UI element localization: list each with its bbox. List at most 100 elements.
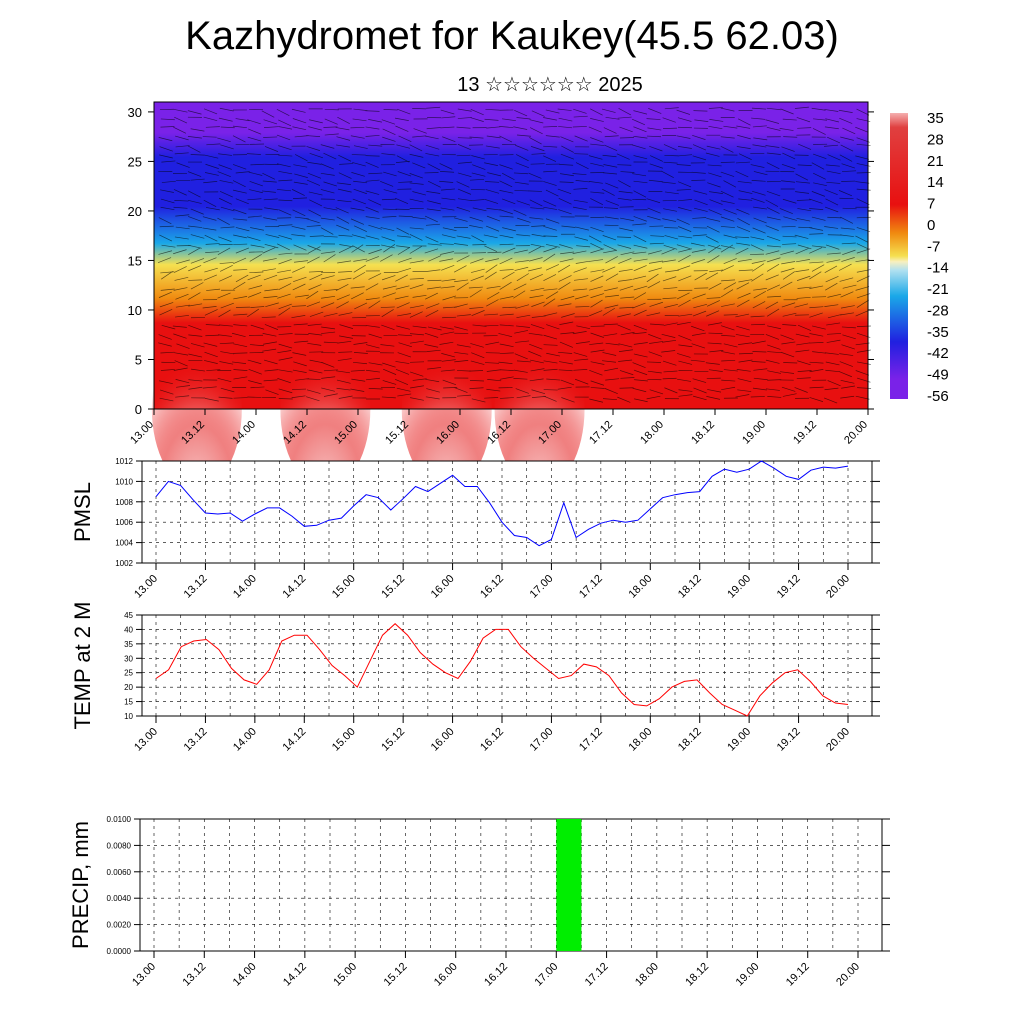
cs-xtick-label: 20.00 [842, 419, 870, 447]
colorbar-label: -14 [927, 260, 949, 277]
precip-ytick-label: 0.0020 [107, 921, 132, 930]
pmsl-ytick-label: 1002 [115, 559, 133, 568]
pmsl-xtick-label: 18.12 [676, 573, 704, 601]
temp-xtick-label: 16.12 [478, 726, 506, 754]
precip-xtick-label: 19.00 [734, 961, 762, 989]
pmsl-xtick-label: 16.12 [478, 573, 506, 601]
cs-ytick-label: 10 [128, 303, 142, 318]
colorbar-label: 0 [927, 217, 935, 234]
pmsl-frame [141, 460, 873, 564]
cs-ytick-label: 20 [128, 204, 142, 219]
colorbar-label: 28 [927, 131, 944, 148]
precip-xtick-label: 18.00 [633, 961, 661, 989]
precip-ytick-label: 0.0000 [107, 947, 132, 956]
temp-ytick-label: 30 [124, 654, 133, 663]
temp-xtick-label: 19.12 [775, 726, 803, 754]
pmsl-xtick-label: 19.12 [775, 573, 803, 601]
temp-xtick-label: 14.00 [231, 726, 259, 754]
temp-xtick-label: 13.00 [132, 726, 160, 754]
page-title: Kazhydromet for Kaukey(45.5 62.03) [185, 14, 839, 58]
cs-xtick-label: 17.12 [587, 419, 615, 447]
colorbar-label: -35 [927, 324, 949, 341]
cs-ytick-label: 15 [128, 253, 142, 268]
temp-ytick-label: 15 [124, 698, 133, 707]
temp-xtick-label: 18.12 [676, 726, 704, 754]
pmsl-ytick-label: 1008 [115, 498, 133, 507]
temp-ytick-label: 25 [124, 669, 133, 678]
precip-ylabel: PRECIP, mm [68, 821, 93, 949]
precip-xtick-label: 14.12 [281, 961, 309, 989]
precip-xtick-label: 15.00 [331, 961, 359, 989]
precip-xtick-label: 17.00 [532, 961, 560, 989]
precip-xtick-label: 20.00 [834, 961, 862, 989]
pmsl-series-line [155, 460, 849, 547]
colorbar-label: -28 [927, 302, 949, 319]
precip-xtick-label: 16.00 [432, 961, 460, 989]
pmsl-ytick-label: 1010 [115, 477, 133, 486]
cs-xtick-label: 18.12 [689, 419, 717, 447]
pmsl-xtick-label: 13.00 [132, 573, 160, 601]
pmsl-xtick-label: 17.12 [577, 573, 605, 601]
pmsl-ytick-label: 1004 [115, 539, 133, 548]
cs-ytick-label: 5 [135, 352, 142, 367]
precip-grid [140, 818, 882, 952]
colorbar [890, 113, 908, 399]
pmsl-grid [142, 460, 872, 564]
colorbar-label: 7 [927, 196, 935, 213]
temp-ytick-label: 20 [124, 683, 133, 692]
page-subtitle: 13 ☆☆☆☆☆☆ 2025 [457, 74, 643, 96]
cs-ytick-label: 0 [135, 402, 142, 417]
cs-xtick-label: 18.00 [638, 419, 666, 447]
precip-xtick-label: 17.12 [583, 961, 611, 989]
pmsl-xtick-label: 19.00 [725, 573, 753, 601]
colorbar-label: -42 [927, 345, 949, 362]
colorbar-label: -21 [927, 281, 949, 298]
temp-xtick-label: 13.12 [182, 726, 210, 754]
pmsl-xtick-label: 15.00 [330, 573, 358, 601]
precip-xtick-label: 19.12 [784, 961, 812, 989]
temp-frame [141, 614, 873, 717]
pmsl-ytick-label: 1006 [115, 518, 133, 527]
cs-xtick-label: 19.00 [740, 419, 768, 447]
temp-series-line [155, 623, 849, 717]
colorbar-label: -56 [927, 388, 949, 405]
temp-ytick-label: 10 [124, 712, 133, 721]
precip-xtick-label: 15.12 [382, 961, 410, 989]
temp-xtick-label: 16.00 [429, 726, 457, 754]
temp-xtick-label: 20.00 [824, 726, 852, 754]
precip-ytick-label: 0.0100 [107, 815, 132, 824]
precip-xtick-label: 13.12 [180, 961, 208, 989]
temp-ylabel: TEMP at 2 M [70, 602, 95, 730]
precip-bar [556, 819, 582, 951]
temp-ytick-label: 45 [124, 611, 133, 620]
temp-xtick-label: 18.00 [626, 726, 654, 754]
precip-xtick-label: 18.12 [683, 961, 711, 989]
pmsl-xtick-label: 13.12 [182, 573, 210, 601]
pmsl-xtick-label: 20.00 [824, 573, 852, 601]
cs-ytick-label: 30 [128, 105, 142, 120]
temp-ytick-label: 35 [124, 640, 133, 649]
pmsl-xtick-label: 16.00 [429, 573, 457, 601]
precip-ytick-label: 0.0040 [107, 894, 132, 903]
precip-xtick-label: 13.00 [130, 961, 158, 989]
colorbar-label: -7 [927, 238, 940, 255]
temp-ytick-label: 40 [124, 625, 133, 634]
precip-xtick-label: 14.00 [231, 961, 259, 989]
wind-barbs [157, 106, 872, 404]
temp-xtick-label: 14.12 [280, 726, 308, 754]
pmsl-xtick-label: 14.12 [280, 573, 308, 601]
colorbar-label: 21 [927, 153, 944, 170]
precip-xtick-label: 16.12 [482, 961, 510, 989]
cs-xtick-label: 13.00 [128, 419, 156, 447]
precip-frame [139, 818, 883, 952]
cs-ytick-label: 25 [128, 154, 142, 169]
pmsl-xtick-label: 15.12 [379, 573, 407, 601]
temp-xtick-label: 17.00 [528, 726, 556, 754]
temp-xtick-label: 15.12 [379, 726, 407, 754]
precip-ytick-label: 0.0080 [107, 841, 132, 850]
pmsl-xtick-label: 17.00 [528, 573, 556, 601]
pmsl-xtick-label: 18.00 [626, 573, 654, 601]
temp-xtick-label: 15.00 [330, 726, 358, 754]
